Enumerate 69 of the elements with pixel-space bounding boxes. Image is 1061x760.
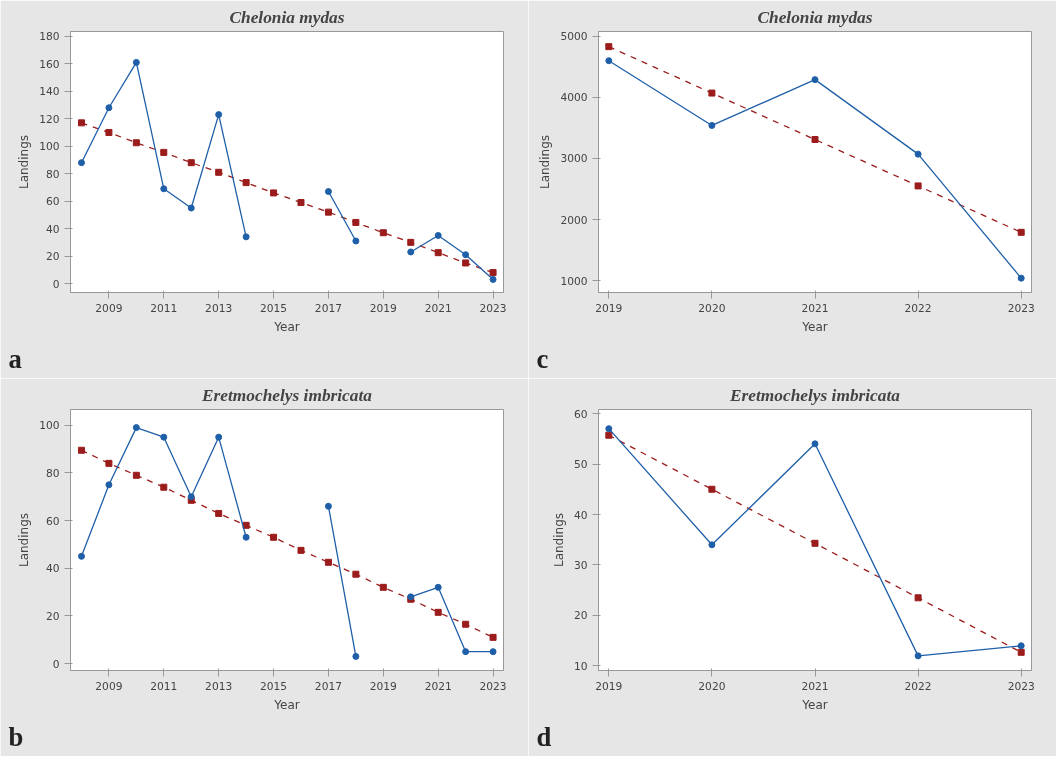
y-tick-label: 0 <box>52 277 60 291</box>
text: b <box>8 721 24 752</box>
x-axis-title: Year <box>801 319 828 334</box>
x-tick-label: 2022 <box>904 679 932 693</box>
y-tick-label: 5000 <box>560 30 588 44</box>
x-tick-label: 2009 <box>95 301 123 315</box>
y-tick-label: 100 <box>39 140 60 154</box>
y-tick-label: 120 <box>39 112 60 126</box>
y-axis-title: Landings <box>17 134 32 190</box>
text: c <box>536 343 549 374</box>
y-tick-label: 180 <box>39 30 60 44</box>
y-tick-label: 2000 <box>560 213 588 227</box>
x-tick-label: 2021 <box>801 679 829 693</box>
y-tick-label: 160 <box>39 57 60 71</box>
y-tick-label: 40 <box>45 222 60 236</box>
y-tick-label: 80 <box>45 167 60 181</box>
x-tick-label: 2021 <box>424 679 452 693</box>
y-axis-title: Landings <box>551 512 566 568</box>
y-tick-label: 100 <box>39 419 60 433</box>
x-tick-label: 2017 <box>314 679 342 693</box>
y-tick-label: 80 <box>45 466 60 480</box>
chart-title: Chelonia mydas <box>229 7 345 27</box>
x-axis-title: Year <box>273 319 300 334</box>
x-tick-label: 2019 <box>595 301 623 315</box>
y-tick-label: 4000 <box>560 91 588 105</box>
x-tick-label: 2019 <box>369 301 398 315</box>
x-tick-label: 2017 <box>314 301 342 315</box>
x-tick-label: 2009 <box>95 679 123 693</box>
x-tick-label: 2022 <box>904 301 932 315</box>
y-tick-label: 40 <box>573 508 588 522</box>
y-tick-label: 1000 <box>560 274 588 288</box>
y-tick-label: 20 <box>573 609 588 623</box>
x-tick-label: 2015 <box>259 301 288 315</box>
x-tick-label: 2011 <box>150 679 178 693</box>
y-axis-title: Landings <box>17 512 32 568</box>
y-tick-label: 60 <box>45 514 60 528</box>
x-tick-label: 2020 <box>698 679 726 693</box>
x-tick-label: 2019 <box>369 679 398 693</box>
chart-title: Eretmochelys imbricata <box>201 385 373 405</box>
text: a <box>8 343 22 374</box>
x-tick-label: 2019 <box>595 679 623 693</box>
y-tick-label: 140 <box>39 85 60 99</box>
x-tick-label: 2023 <box>1007 301 1035 315</box>
y-tick-label: 50 <box>573 458 588 472</box>
x-tick-label: 2013 <box>205 301 233 315</box>
chart-title: Chelonia mydas <box>757 7 873 27</box>
x-axis-title: Year <box>801 697 828 712</box>
x-tick-label: 2021 <box>424 301 452 315</box>
text: d <box>536 721 552 752</box>
chart-title: Eretmochelys imbricata <box>729 385 901 405</box>
x-tick-label: 2011 <box>150 301 178 315</box>
y-tick-label: 60 <box>573 407 588 421</box>
y-tick-label: 0 <box>52 657 60 671</box>
x-tick-label: 2023 <box>479 301 507 315</box>
x-tick-label: 2013 <box>205 679 233 693</box>
x-axis-title: Year <box>273 697 300 712</box>
x-tick-label: 2020 <box>698 301 726 315</box>
x-tick-label: 2023 <box>1007 679 1035 693</box>
y-tick-label: 30 <box>573 558 588 572</box>
y-axis-title: Landings <box>538 134 553 190</box>
y-tick-label: 20 <box>45 609 60 623</box>
x-tick-label: 2015 <box>259 679 288 693</box>
y-tick-label: 40 <box>45 562 60 576</box>
x-tick-label: 2021 <box>801 301 829 315</box>
x-tick-label: 2023 <box>479 679 507 693</box>
y-tick-label: 60 <box>45 195 60 209</box>
y-tick-label: 10 <box>573 659 588 673</box>
y-tick-label: 20 <box>45 250 60 264</box>
y-tick-label: 3000 <box>560 152 588 166</box>
